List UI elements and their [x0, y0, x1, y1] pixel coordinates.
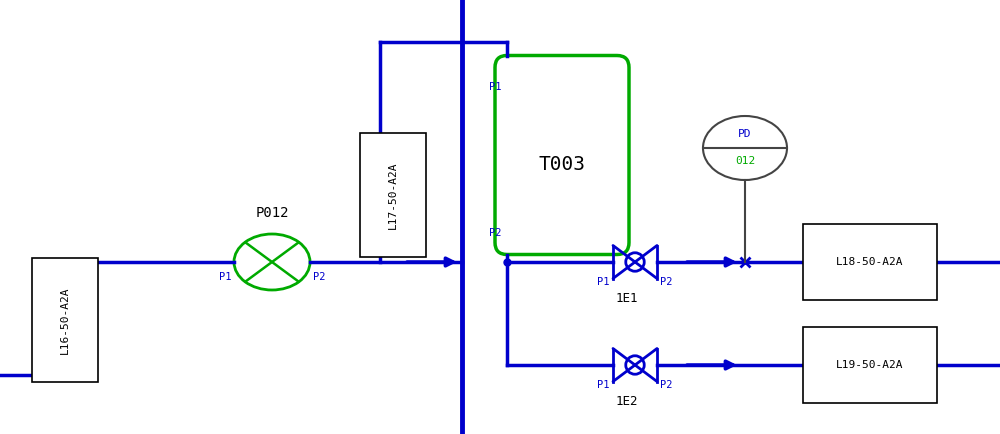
Text: T003: T003 — [538, 155, 586, 174]
Text: P1: P1 — [218, 272, 231, 282]
Text: L18-50-A2A: L18-50-A2A — [836, 257, 904, 267]
Text: P2: P2 — [660, 277, 672, 287]
Text: P1: P1 — [490, 82, 502, 92]
Text: PD: PD — [738, 128, 752, 138]
Text: P012: P012 — [255, 206, 289, 220]
Text: P1: P1 — [598, 380, 610, 390]
Text: 1E1: 1E1 — [616, 292, 638, 305]
Text: P2: P2 — [660, 380, 672, 390]
Text: L17-50-A2A: L17-50-A2A — [388, 161, 398, 229]
Text: 1E2: 1E2 — [616, 395, 638, 408]
Text: P2: P2 — [313, 272, 326, 282]
Text: L19-50-A2A: L19-50-A2A — [836, 360, 904, 370]
Text: P1: P1 — [598, 277, 610, 287]
Text: 012: 012 — [735, 156, 755, 167]
Text: L16-50-A2A: L16-50-A2A — [60, 286, 70, 354]
FancyBboxPatch shape — [495, 56, 629, 254]
Text: P2: P2 — [490, 227, 502, 237]
